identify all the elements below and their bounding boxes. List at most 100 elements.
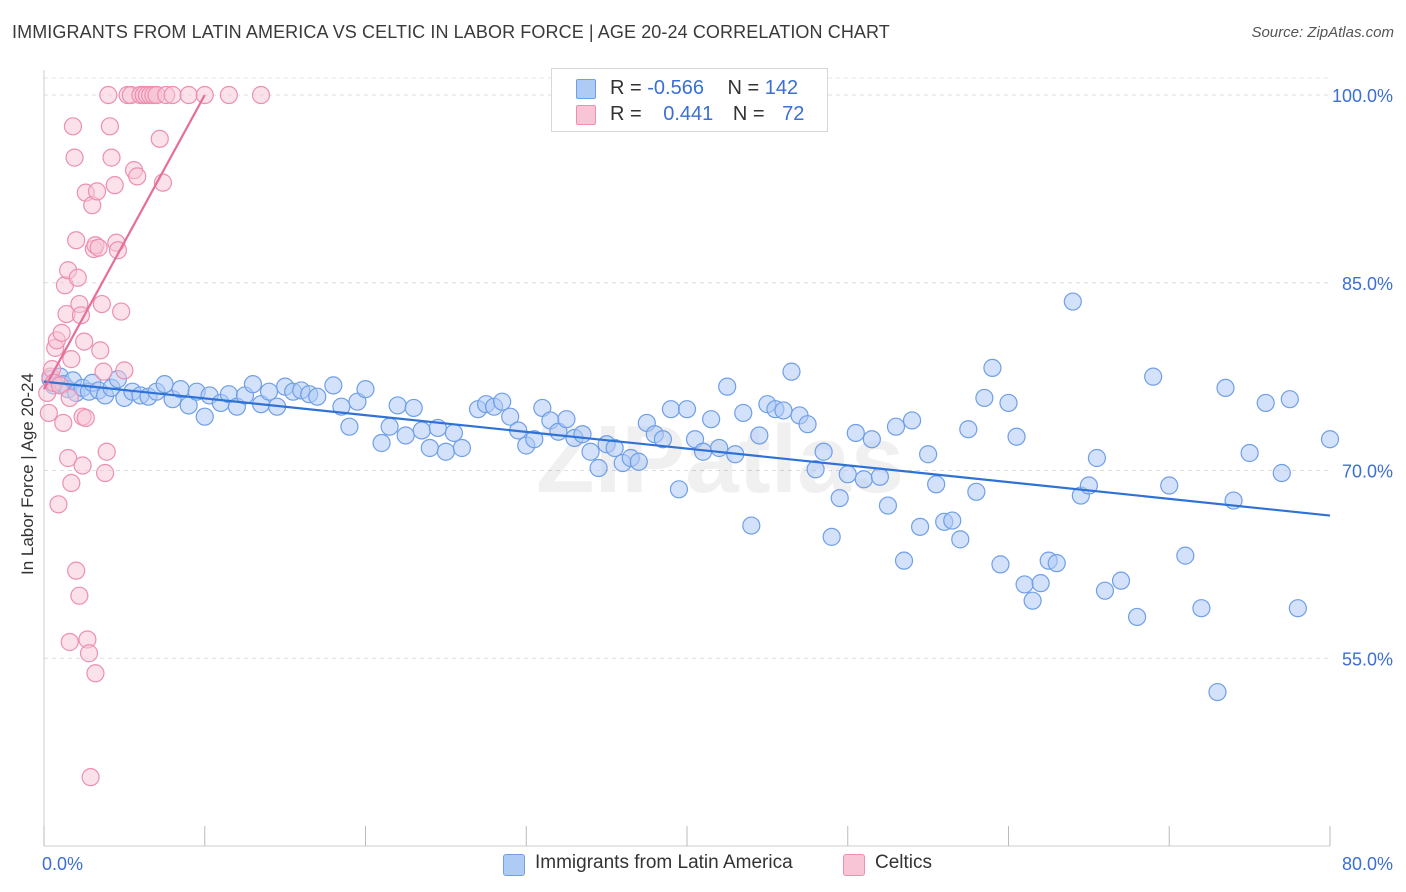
- data-point-celtics: [94, 362, 113, 381]
- data-point-celtics: [150, 129, 169, 148]
- data-point-latin-america: [380, 417, 399, 436]
- data-point-celtics: [99, 85, 118, 105]
- data-point-latin-america: [774, 401, 793, 420]
- data-point-latin-america: [581, 442, 600, 461]
- data-point-latin-america: [1063, 292, 1082, 311]
- data-point-latin-america: [669, 480, 689, 499]
- data-point-latin-america: [629, 452, 648, 471]
- data-point-celtics: [128, 167, 147, 186]
- data-point-latin-america: [870, 467, 890, 486]
- data-point-latin-america: [605, 438, 624, 458]
- data-point-latin-america: [1015, 575, 1034, 594]
- data-point-latin-america: [1007, 427, 1026, 446]
- data-point-celtics: [81, 768, 100, 787]
- data-point-latin-america: [1176, 546, 1195, 565]
- data-point-latin-america: [862, 430, 881, 449]
- data-point-latin-america: [372, 433, 391, 453]
- data-point-celtics: [86, 664, 105, 683]
- data-point-latin-america: [1208, 682, 1227, 702]
- data-point-celtics: [219, 85, 238, 105]
- data-point-latin-america: [308, 387, 327, 406]
- legend-swatch-pink: [576, 105, 596, 125]
- data-point-celtics: [112, 302, 131, 321]
- data-point-latin-america: [1023, 591, 1042, 610]
- data-point-latin-america: [573, 425, 592, 444]
- data-point-latin-america: [1047, 554, 1066, 573]
- data-point-latin-america: [910, 517, 930, 536]
- data-point-latin-america: [919, 445, 938, 464]
- x-tick-label: 0.0%: [42, 854, 83, 874]
- data-point-celtics: [91, 341, 110, 360]
- data-point-latin-america: [902, 411, 922, 430]
- data-point-celtics: [67, 231, 86, 250]
- data-point-latin-america: [846, 423, 865, 443]
- y-tick-label: 55.0%: [1342, 649, 1393, 669]
- data-point-celtics: [179, 85, 198, 105]
- data-point-latin-america: [444, 423, 464, 443]
- data-point-celtics: [65, 148, 84, 167]
- legend-text-2: R = 0.441 N = 72: [610, 103, 804, 126]
- data-point-latin-america: [1280, 390, 1299, 409]
- data-point-latin-america: [1160, 476, 1179, 495]
- data-point-latin-america: [195, 407, 214, 426]
- axes: [43, 70, 1331, 847]
- data-point-latin-america: [653, 430, 672, 449]
- r-value: 0.441: [663, 103, 714, 125]
- data-point-latin-america: [702, 410, 721, 429]
- data-point-latin-america: [822, 527, 841, 546]
- data-point-latin-america: [340, 417, 359, 436]
- data-point-latin-america: [1216, 378, 1235, 398]
- data-point-celtics: [100, 117, 120, 136]
- data-point-latin-america: [1095, 581, 1115, 600]
- data-point-celtics: [76, 408, 95, 428]
- data-point-latin-america: [259, 382, 279, 401]
- r-value: -0.566: [647, 77, 704, 99]
- chart-title: IMMIGRANTS FROM LATIN AMERICA VS CELTIC …: [12, 22, 890, 42]
- data-point-celtics: [50, 376, 70, 395]
- n-label: N =: [732, 103, 771, 125]
- data-point-latin-america: [814, 442, 833, 461]
- data-point-latin-america: [878, 496, 898, 515]
- bottom-legend-swatch-blue: [503, 854, 525, 876]
- data-point-latin-america: [734, 403, 753, 423]
- data-point-celtics: [105, 176, 124, 195]
- data-point-latin-america: [806, 460, 825, 479]
- data-point-latin-america: [1031, 574, 1050, 593]
- data-point-latin-america: [243, 375, 263, 394]
- data-point-celtics: [62, 350, 81, 369]
- data-point-latin-america: [661, 400, 681, 419]
- r-label: R =: [610, 77, 648, 99]
- data-point-celtics: [63, 117, 83, 136]
- source-label: Source: ZipAtlas.com: [1251, 24, 1394, 41]
- data-point-latin-america: [838, 465, 857, 484]
- data-point-latin-america: [742, 516, 761, 535]
- data-point-latin-america: [557, 410, 576, 429]
- data-point-celtics: [102, 148, 121, 167]
- data-point-latin-america: [404, 398, 423, 418]
- data-point-latin-america: [1320, 430, 1340, 449]
- data-point-latin-america: [155, 375, 174, 394]
- trend-line-latin-america: [43, 380, 1331, 517]
- correlation-legend: R = -0.566 N = 142 R = 0.441 N = 72: [551, 68, 828, 132]
- data-point-celtics: [54, 413, 73, 433]
- data-point-latin-america: [589, 458, 608, 478]
- n-label: N =: [727, 77, 765, 99]
- data-point-latin-america: [1256, 393, 1275, 413]
- data-point-celtics: [71, 306, 91, 325]
- data-point-latin-america: [452, 438, 472, 458]
- y-tick-label: 85.0%: [1342, 274, 1393, 294]
- data-point-celtics: [73, 456, 92, 475]
- data-point-celtics: [67, 561, 86, 580]
- data-point-latin-america: [975, 388, 994, 408]
- data-point-latin-america: [991, 555, 1010, 574]
- data-point-latin-america: [710, 438, 729, 458]
- data-point-latin-america: [525, 430, 544, 449]
- data-point-celtics: [95, 463, 115, 483]
- data-point-latin-america: [1087, 448, 1107, 468]
- data-point-celtics: [39, 403, 58, 423]
- legend-text-1: R = -0.566 N = 142: [610, 77, 798, 100]
- data-point-latin-america: [967, 482, 986, 501]
- data-point-latin-america: [951, 530, 970, 549]
- data-point-latin-america: [501, 407, 520, 426]
